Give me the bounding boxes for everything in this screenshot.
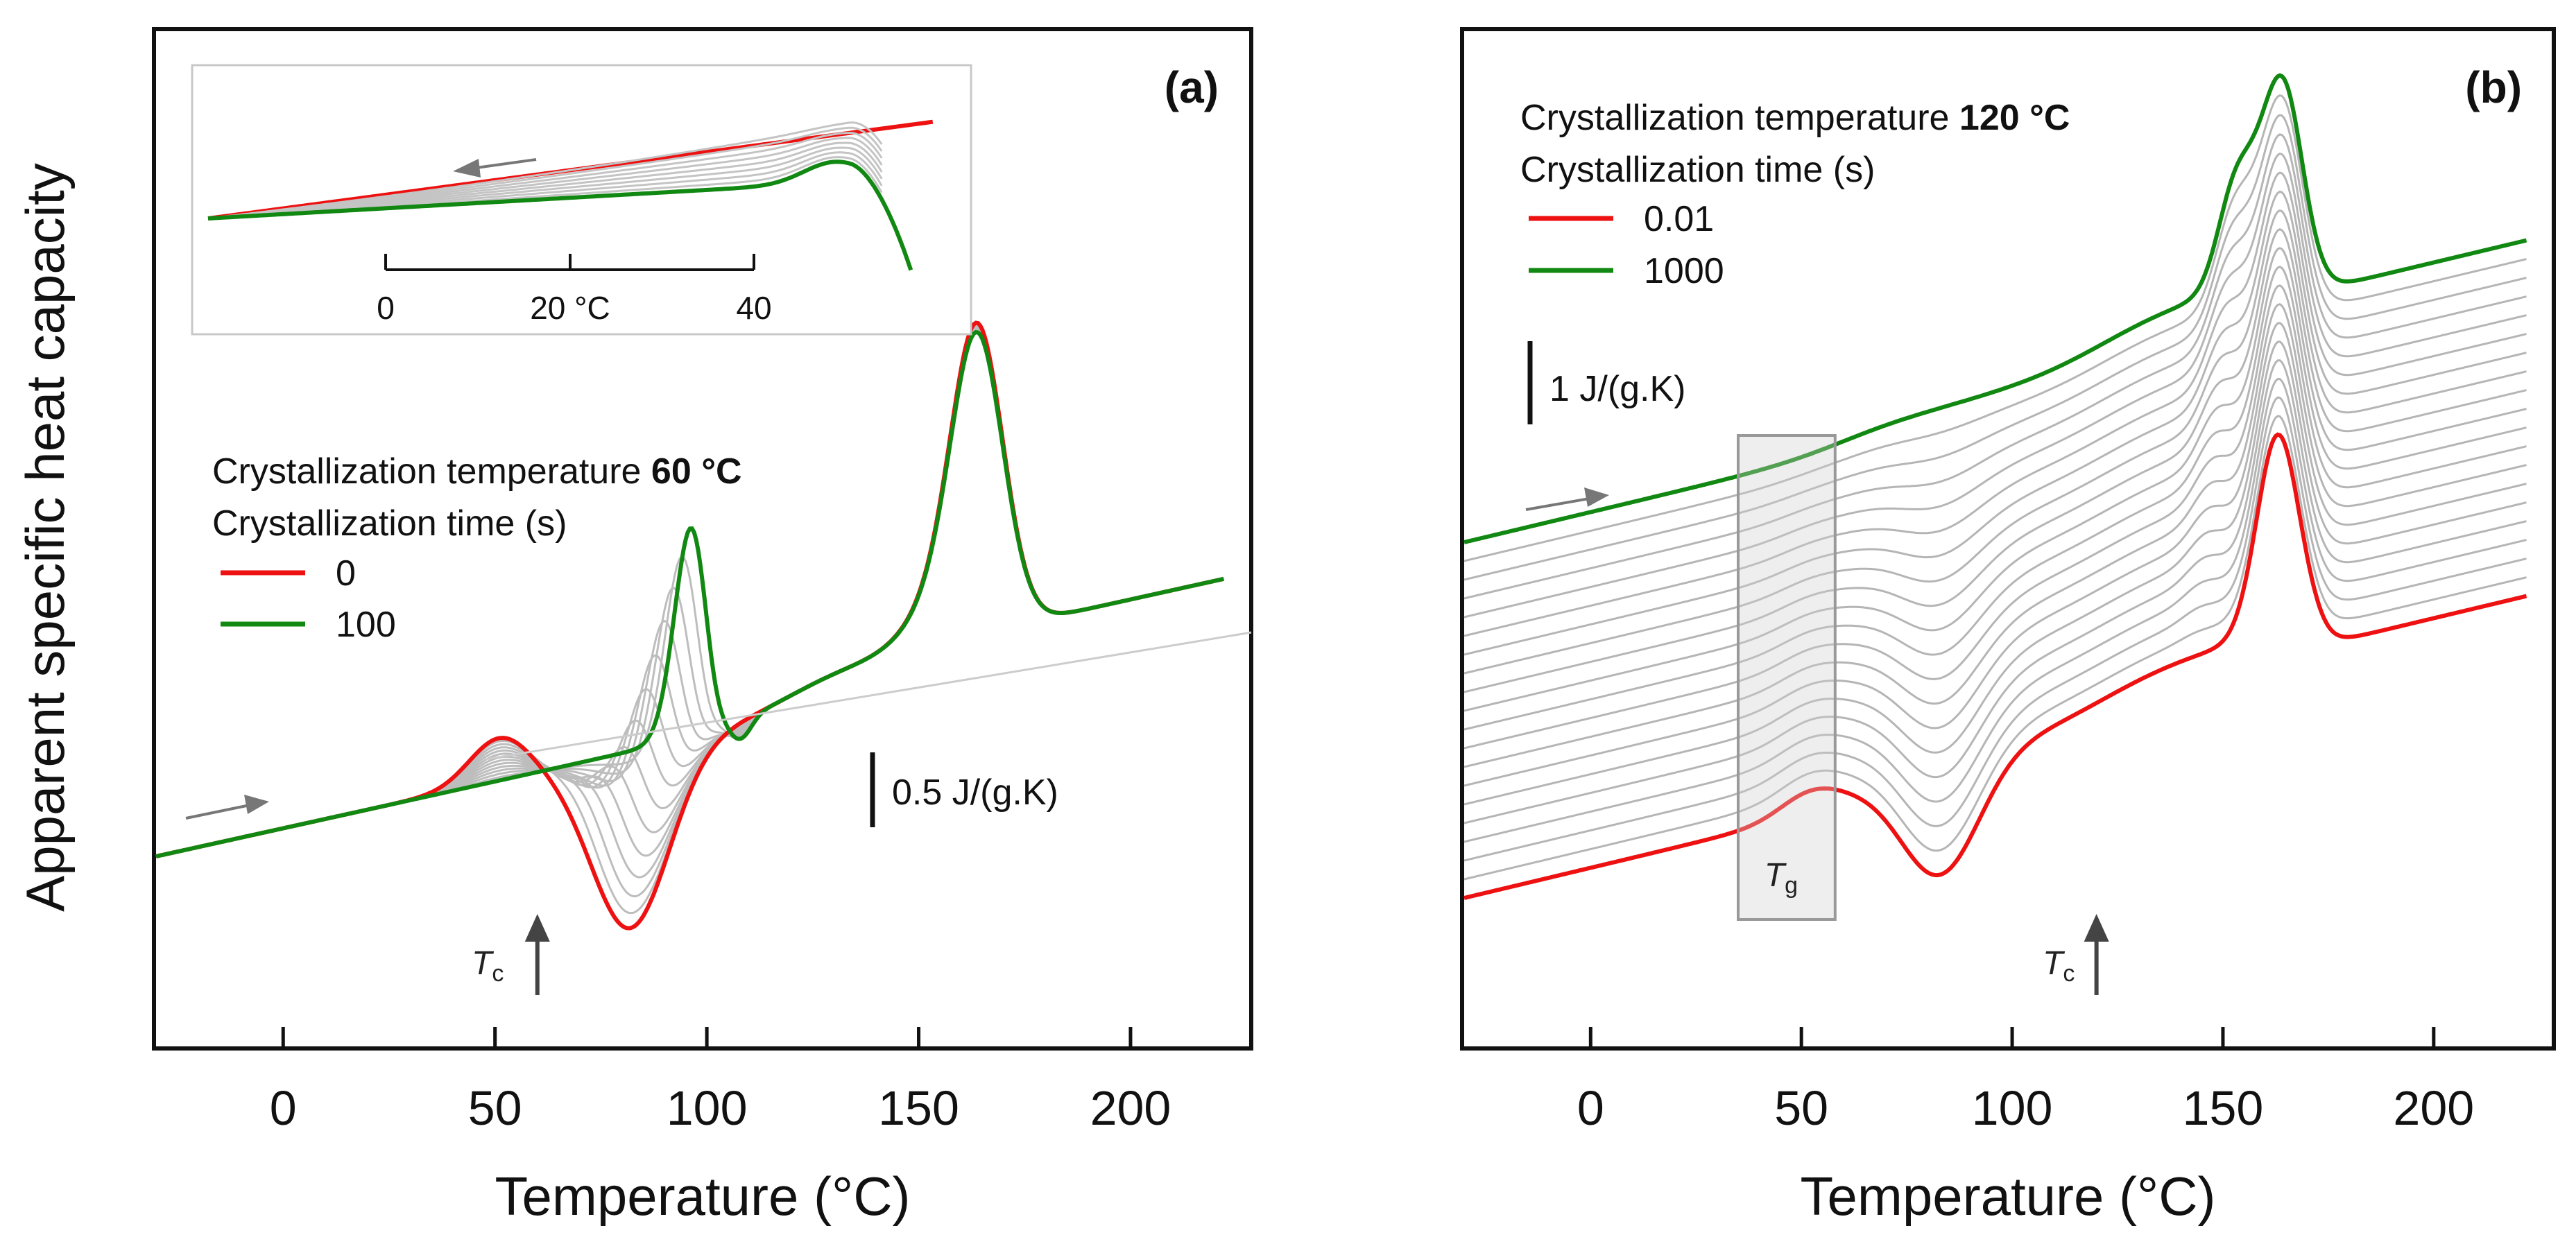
panel-b-tc-arrowhead-icon (2084, 914, 2109, 942)
panel-a-legend-entry-1: 100 (336, 605, 396, 645)
panel-b-x-tick-label-100: 100 (1972, 1081, 2053, 1135)
inset: 0 20 °C 40 (191, 64, 972, 336)
panel-b-legend-entry-0: 0.01 (1644, 199, 1714, 239)
panel-b-direction-arrowhead-icon (1584, 487, 1609, 507)
panel-b-frame (1460, 27, 2556, 1051)
panel-b-series-5 (1463, 340, 2527, 806)
panel-a-legend-subtitle: Crystallization time (s) (212, 503, 567, 544)
panel-a-label: (a) (1165, 62, 1219, 112)
panel-b-legend-title-value: 120 °C (1959, 98, 2070, 138)
panel-a-legend-title-value: 60 °C (651, 451, 742, 492)
panel-a-series-red (155, 320, 1224, 931)
panel-b-series-6 (1463, 322, 2527, 787)
panel-a-x-tick-label-100: 100 (667, 1081, 748, 1135)
panel-a-x-tick-label-150: 150 (878, 1081, 959, 1135)
panel-a-legend-title: Crystallization temperature 60 °C (212, 451, 742, 492)
panel-b-series-9 (1463, 266, 2527, 731)
panel-a-tc-subscript: c (492, 960, 504, 987)
panel-b-series-red (1463, 432, 2527, 900)
panel-a-tc-label: Tc (472, 945, 504, 987)
panel-b-x-tick-label-0: 0 (1577, 1081, 1604, 1135)
panel-b: 0 50 100 150 200 Temperature (°C) (b) Tg Cry… (1460, 27, 2556, 1227)
inset-tick-label-0: 0 (377, 290, 395, 326)
panel-b-x-tick-label-50: 50 (1774, 1081, 1828, 1135)
panel-b-x-axis-label: Temperature (°C) (1800, 1166, 2215, 1227)
panel-b-series-4 (1463, 359, 2527, 824)
panel-b-tg-subscript: g (1785, 872, 1798, 899)
panel-a-direction-arrow-icon (185, 803, 254, 820)
panel-a-scale-bar-label: 0.5 J/(g.K) (892, 772, 1058, 813)
panel-a-baseline (485, 631, 1252, 761)
panel-a-legend-title-prefix: Crystallization temperature (212, 451, 651, 492)
panel-a-curves (155, 320, 1224, 931)
inset-frame (191, 64, 972, 336)
panel-a-series-green (155, 329, 1224, 858)
panel-b-tc-subscript: c (2063, 960, 2075, 987)
panel-b-series-8 (1463, 284, 2527, 750)
panel-a-x-axis-label: Temperature (°C) (495, 1166, 910, 1227)
panel-a-x-tick-label-200: 200 (1090, 1081, 1171, 1135)
panel-b-series-2 (1463, 396, 2527, 862)
panel-b-tg-label: Tg (1764, 857, 1798, 899)
panel-a-x-tick-label-0: 0 (270, 1081, 297, 1135)
panel-a-series-1 (155, 322, 1224, 915)
panel-b-series-10 (1463, 247, 2527, 712)
inset-arrowhead-icon (453, 159, 481, 178)
panel-a-series-6 (155, 326, 1224, 858)
panel-b-legend-title-prefix: Crystallization temperature (1520, 98, 1959, 138)
panel-b-legend-subtitle: Crystallization time (s) (1520, 150, 1875, 190)
panel-b-series-17 (1463, 114, 2527, 581)
panel-b-legend-title: Crystallization temperature 120 °C (1520, 98, 2070, 138)
panel-b-curves (1463, 73, 2527, 900)
panel-b-tc-symbol: T (2043, 945, 2066, 982)
panel-b-scale-bar-label: 1 J/(g.K) (1549, 369, 1686, 409)
panel-b-tg-region (1737, 434, 1837, 921)
inset-curves (207, 119, 934, 271)
panel-b-series-7 (1463, 303, 2527, 768)
y-axis-label: Apparent specific heat capacity (15, 163, 76, 912)
panel-b-tg-symbol: T (1764, 857, 1787, 894)
inset-series-9 (207, 159, 913, 271)
panel-a-tc-symbol: T (472, 945, 495, 982)
panel-a-legend-entry-0: 0 (336, 553, 356, 594)
panel-a-x-ticks: 0 50 100 150 200 (270, 1027, 1171, 1135)
panel-b-series-green (1463, 73, 2527, 544)
panel-b-series-11 (1463, 228, 2527, 693)
inset-tick-label-20: 20 °C (530, 290, 610, 326)
panel-b-series-3 (1463, 377, 2527, 843)
panel-b-series-16 (1463, 133, 2527, 600)
panel-b-series-1 (1463, 415, 2527, 881)
panel-b-x-tick-label-150: 150 (2183, 1081, 2264, 1135)
inset-tick-label-40: 40 (736, 290, 771, 326)
panel-a-series-2 (155, 323, 1224, 898)
panel-b-x-tick-label-200: 200 (2393, 1081, 2474, 1135)
panel-a-frame (152, 27, 1253, 1051)
panel-b-tc-label: Tc (2043, 945, 2075, 987)
panel-b-direction-arrow-icon (1525, 496, 1594, 511)
panel-a-direction-arrowhead-icon (244, 795, 269, 814)
panel-b-label: (b) (2465, 62, 2522, 112)
panel-a-x-tick-label-50: 50 (468, 1081, 522, 1135)
panel-b-series-12 (1463, 209, 2527, 675)
panel-b-legend: Crystallization temperature 120 °C Cryst… (1520, 98, 2070, 291)
panel-a-tc-arrowhead-icon (524, 914, 550, 942)
panel-a: 0 50 100 150 200 Temperature (°C) (a) 0 20 °… (152, 27, 1253, 1227)
panel-b-series-15 (1463, 152, 2527, 619)
panel-a-legend: Crystallization temperature 60 °C Crysta… (212, 451, 742, 645)
panel-b-series-14 (1463, 171, 2527, 637)
panel-b-x-ticks: 0 50 100 150 200 (1577, 1027, 2474, 1135)
panel-b-legend-entry-1: 1000 (1644, 251, 1724, 291)
panel-b-series-13 (1463, 190, 2527, 656)
panel-b-series-18 (1463, 94, 2527, 562)
